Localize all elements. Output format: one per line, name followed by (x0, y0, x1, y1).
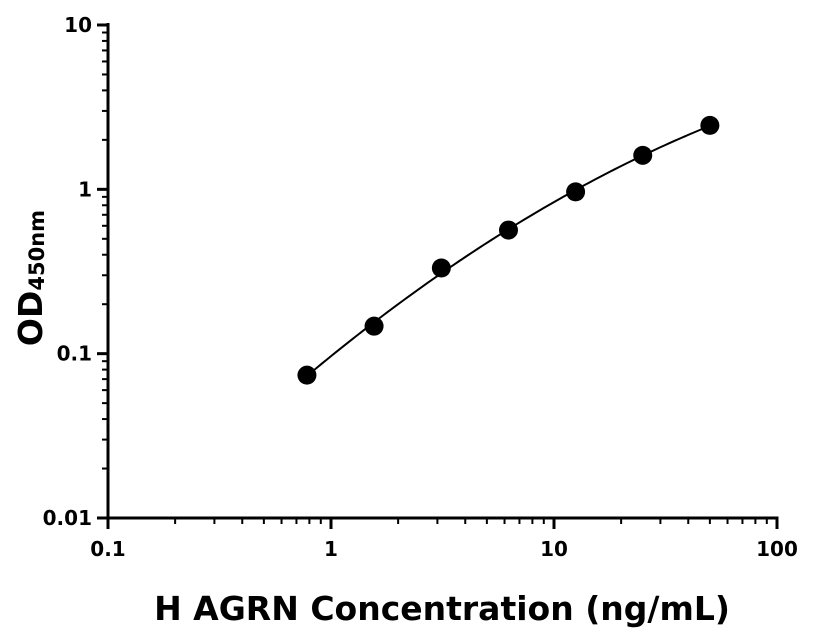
x-tick-label: 10 (540, 537, 568, 561)
ticks: 0.1 1 10 100 0.01 0.1 1 10 (43, 13, 798, 561)
y-axis-title: OD450nm (11, 210, 50, 346)
x-tick-label: 100 (756, 537, 798, 561)
y-axis-title-main: OD (11, 291, 50, 346)
data-point (700, 115, 720, 135)
y-tick-label: 0.01 (43, 506, 92, 530)
data-points (297, 115, 720, 385)
data-point (498, 220, 518, 240)
fit-curve-group (306, 124, 711, 377)
fit-curve-line (306, 124, 711, 377)
axes (106, 23, 779, 520)
y-tick-label: 0.1 (57, 342, 92, 366)
x-tick-label: 0.1 (90, 537, 125, 561)
y-tick-label: 10 (64, 13, 92, 37)
data-point (364, 316, 384, 336)
x-tick-label: 1 (324, 537, 338, 561)
x-axis-title: H AGRN Concentration (ng/mL) (154, 589, 730, 628)
data-point (566, 182, 586, 202)
data-point (297, 365, 317, 385)
data-point (431, 258, 451, 278)
y-tick-label: 1 (78, 177, 92, 201)
y-axis-title-subscript: 450nm (25, 210, 49, 291)
data-point (633, 145, 653, 165)
